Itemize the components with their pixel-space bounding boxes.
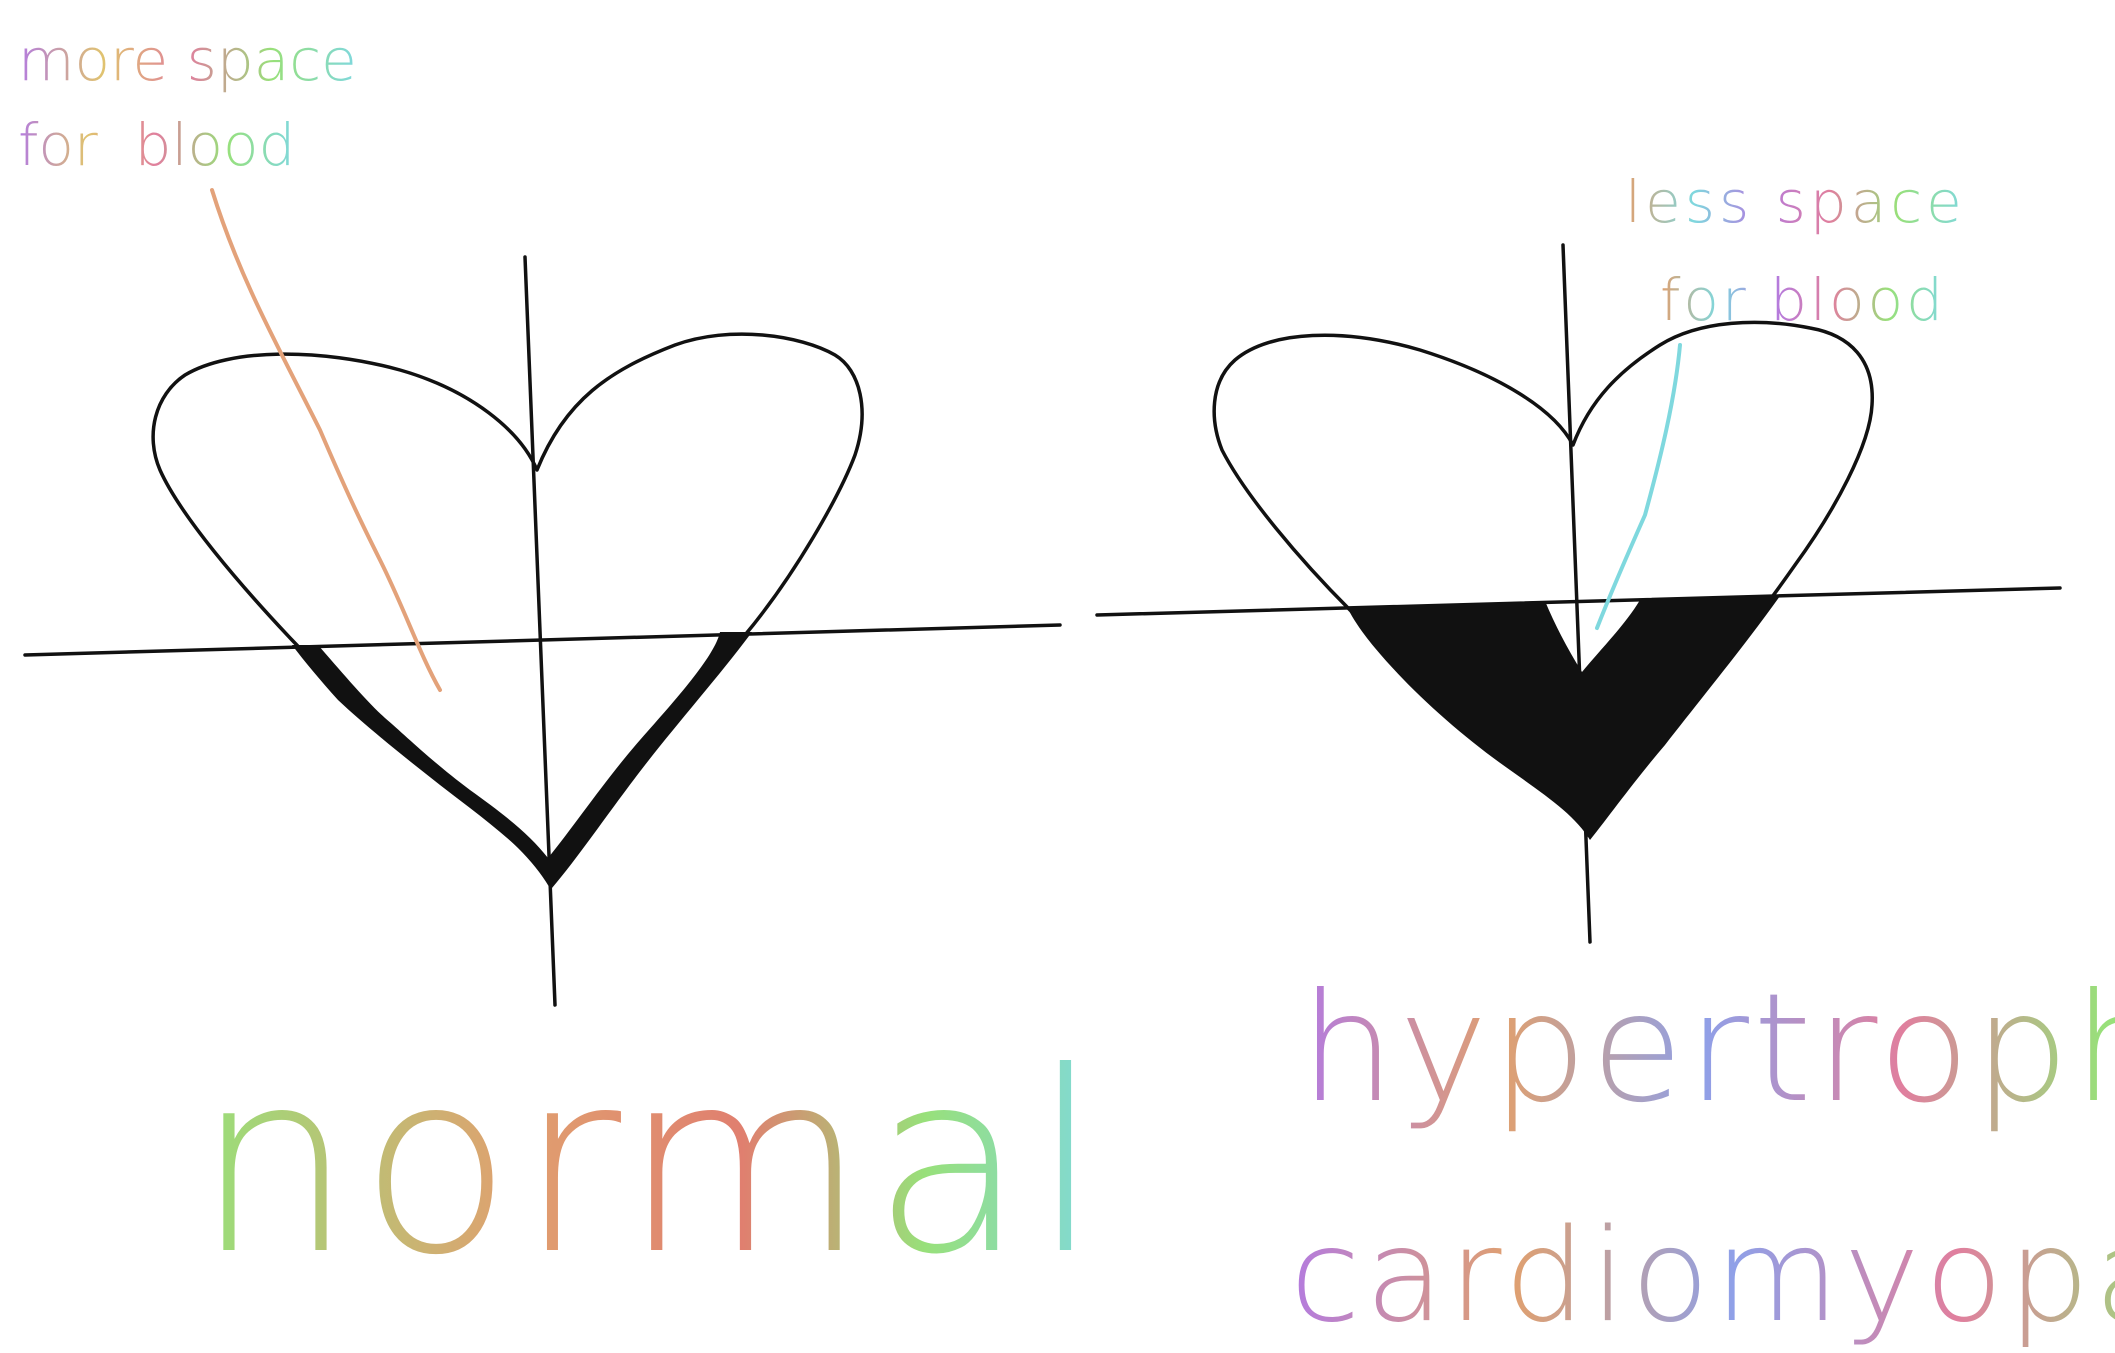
hcm-septum-line: [1561, 243, 1592, 944]
hcm-panel: [1095, 243, 2062, 944]
normal-ventricle-wall: [292, 632, 752, 888]
normal-septum-line: [523, 255, 557, 1007]
normal-panel: [23, 188, 1062, 1007]
hcm-caption-line2: cardiomyopathy: [1290, 1202, 2115, 1351]
normal-annotation-line2: for blood: [18, 111, 295, 179]
hcm-ventricle-wall: [1347, 596, 1780, 840]
hcm-annotation-line1: less space: [1625, 168, 1966, 236]
normal-pointer-line: [210, 188, 442, 692]
normal-caption: normal: [195, 1018, 1107, 1309]
hcm-caption-line1: hypertrophic: [1300, 962, 2115, 1136]
normal-section-line: [23, 623, 1062, 657]
hcm-pointer-line: [1595, 343, 1682, 630]
normal-heart-outline: [151, 332, 864, 887]
hcm-section-line: [1095, 586, 2062, 617]
normal-annotation-line1: more space: [18, 26, 357, 94]
hcm-annotation-line2: for blood: [1660, 266, 1946, 334]
